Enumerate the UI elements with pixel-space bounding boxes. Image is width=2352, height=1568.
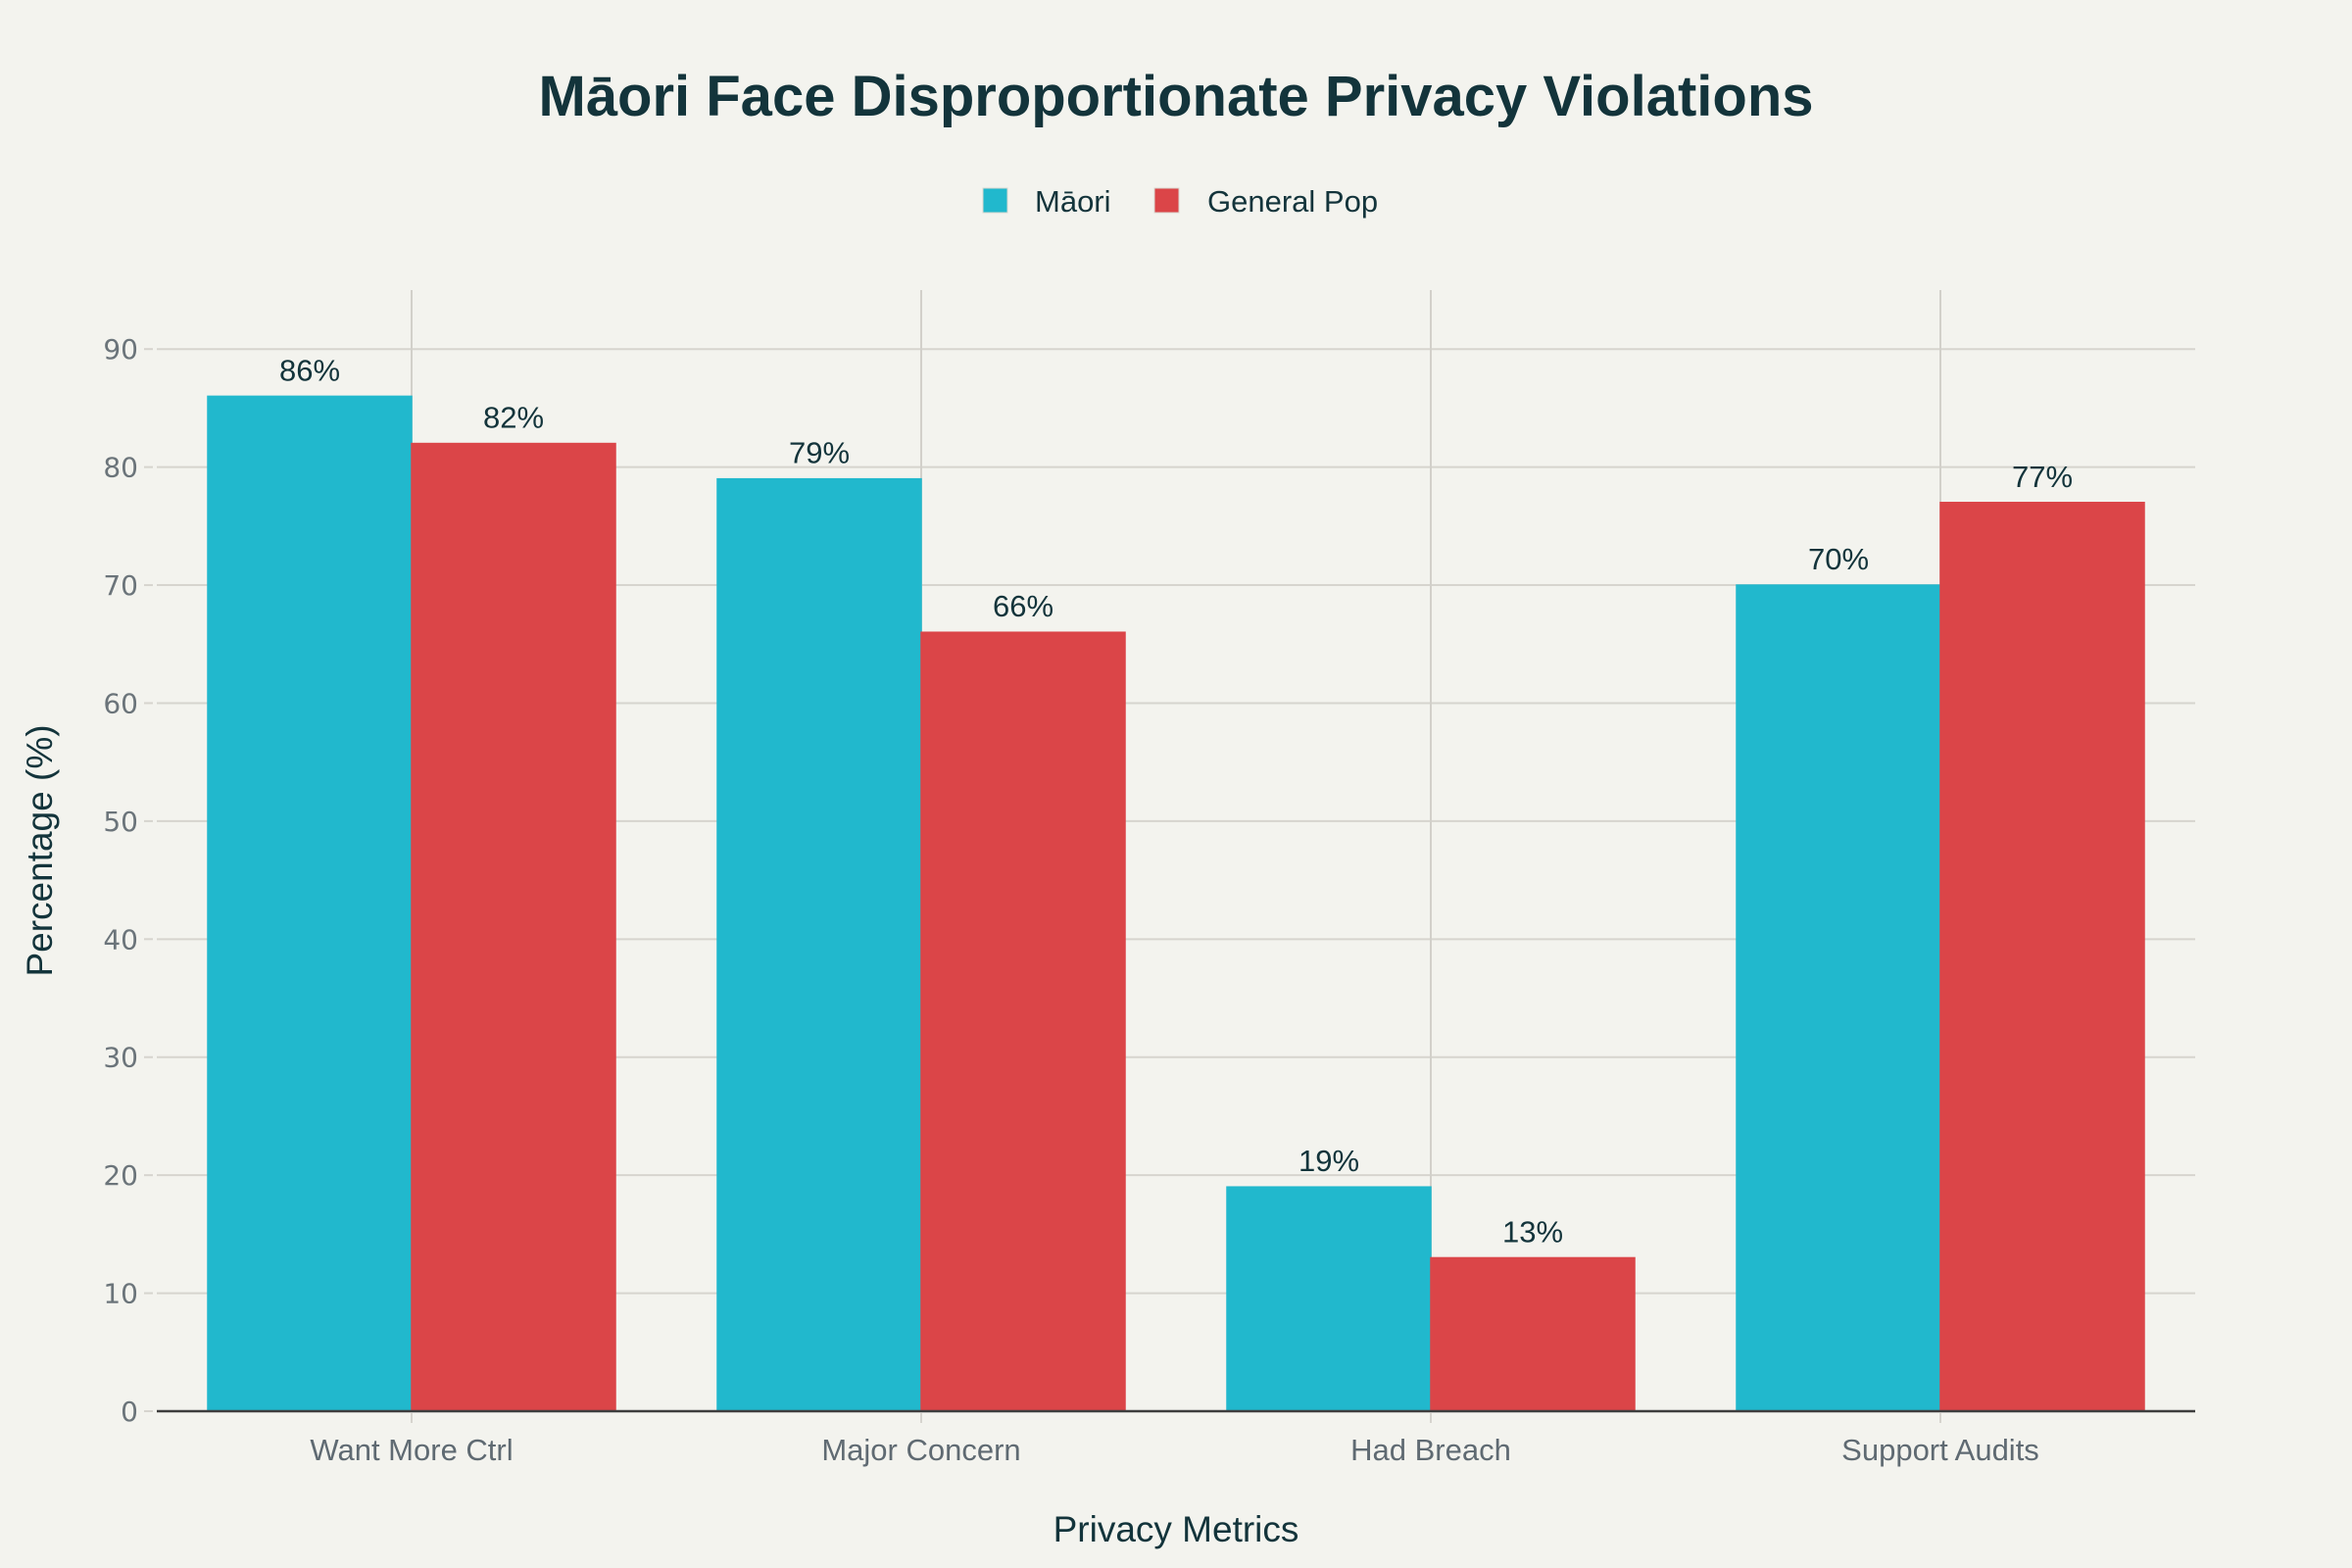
legend-swatch bbox=[1153, 187, 1180, 214]
bar-series-1 bbox=[1226, 1186, 1432, 1412]
chart-title: Māori Face Disproportionate Privacy Viol… bbox=[538, 65, 1813, 128]
y-tick-label: 10 bbox=[103, 1278, 138, 1310]
x-tick-label: Major Concern bbox=[821, 1433, 1020, 1467]
x-tick-label: Support Audits bbox=[1841, 1433, 2039, 1467]
bar-series-1 bbox=[207, 395, 413, 1412]
data-label: 86% bbox=[279, 353, 340, 387]
data-label: 66% bbox=[993, 589, 1054, 623]
y-tick-label: 20 bbox=[103, 1159, 138, 1192]
bar-series-2 bbox=[1939, 502, 2145, 1412]
data-label: 19% bbox=[1298, 1144, 1359, 1178]
y-tick-label: 70 bbox=[103, 569, 138, 602]
y-tick-label: 50 bbox=[103, 806, 138, 838]
data-label: 13% bbox=[1502, 1214, 1563, 1249]
x-tick-label: Had Breach bbox=[1350, 1433, 1511, 1467]
y-tick-label: 90 bbox=[103, 333, 138, 366]
bar-series-1 bbox=[716, 477, 922, 1412]
y-tick-label: 30 bbox=[103, 1042, 138, 1074]
legend-label: General Pop bbox=[1207, 184, 1378, 219]
legend: Māori General Pop bbox=[982, 184, 1378, 219]
bars bbox=[207, 395, 2145, 1412]
y-axis-ticks: 0 10 20 30 40 50 60 70 80 90 bbox=[103, 333, 153, 1428]
bar-series-2 bbox=[411, 442, 616, 1412]
legend-swatch bbox=[982, 187, 1008, 214]
x-tick-label: Want More Ctrl bbox=[310, 1433, 513, 1467]
x-axis-ticks: Want More Ctrl Major Concern Had Breach Sup… bbox=[310, 1413, 2039, 1467]
data-label: 77% bbox=[2012, 460, 2073, 494]
data-label: 79% bbox=[789, 436, 850, 470]
y-tick-label: 40 bbox=[103, 923, 138, 956]
y-tick-label: 80 bbox=[103, 452, 138, 484]
x-axis-title: Privacy Metrics bbox=[1054, 1509, 1299, 1549]
legend-label: Māori bbox=[1035, 184, 1111, 219]
bar-series-2 bbox=[920, 631, 1126, 1412]
legend-item: Māori bbox=[982, 184, 1111, 219]
y-axis-title: Percentage (%) bbox=[20, 724, 60, 976]
bar-series-2 bbox=[1430, 1256, 1636, 1412]
y-tick-label: 60 bbox=[103, 687, 138, 719]
y-tick-label: 0 bbox=[121, 1396, 138, 1428]
data-labels: 86% 79% 19% 70% 82% 66% 13% 77% bbox=[279, 353, 2073, 1249]
legend-item: General Pop bbox=[1153, 184, 1378, 219]
data-label: 82% bbox=[483, 401, 544, 435]
bar-series-1 bbox=[1736, 584, 1941, 1412]
data-label: 70% bbox=[1808, 542, 1869, 576]
